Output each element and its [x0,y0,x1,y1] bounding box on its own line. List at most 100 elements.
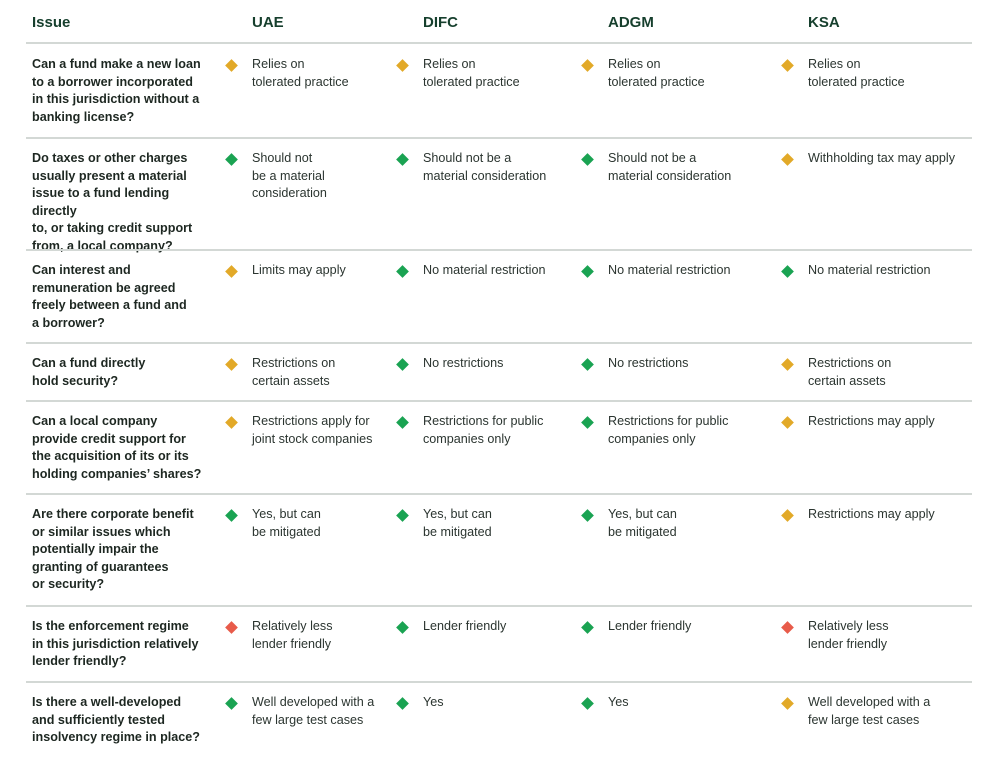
text-line: usually present a material [32,168,187,183]
cell-difc: Yes, but can be mitigated [423,506,583,541]
text-line: provide credit support for [32,431,186,446]
row-divider [26,342,972,344]
cell-uae: Restrictions apply for joint stock compan… [252,413,412,448]
text-line: No material restriction [808,263,931,277]
header-adgm: ADGM [608,14,654,31]
text-line: Should not be a [608,151,697,165]
text-line: material consideration [608,168,732,183]
cell-difc: Lender friendly [423,618,583,636]
cell-uae: Limits may apply [252,262,412,280]
cell-uae: Yes, but can be mitigated [252,506,412,541]
cell-uae: Relies on tolerated practice [252,56,412,91]
text-line: No material restriction [608,263,731,277]
row-question: Is the enforcement regime in this jurisdi… [32,618,212,671]
text-line: or similar issues which [32,524,171,539]
cell-difc: No restrictions [423,355,583,373]
cell-difc: Relies on tolerated practice [423,56,583,91]
text-line: insolvency regime in place? [32,730,200,744]
status-red-diamond-icon [781,621,794,634]
status-amber-diamond-icon [781,358,794,371]
cell-uae: Well developed with a few large test case… [252,694,412,729]
header-ksa: KSA [808,14,840,31]
header-divider [26,42,972,44]
text-line: Are there corporate benefit [32,507,194,521]
text-line: Do taxes or other charges [32,151,188,165]
text-line: be mitigated [252,524,321,539]
text-line: Relatively less [252,619,333,633]
cell-adgm: Lender friendly [608,618,768,636]
text-line: from, a local company? [32,238,173,253]
status-amber-diamond-icon [225,59,238,72]
text-line: No restrictions [423,356,504,370]
text-line: hold security? [32,373,119,388]
status-amber-diamond-icon [781,416,794,429]
text-line: material consideration [423,168,547,183]
text-line: and sufficiently tested [32,712,165,727]
cell-adgm: Relies on tolerated practice [608,56,768,91]
text-line: lender friendly? [32,654,127,668]
text-line: Restrictions on [252,356,336,370]
text-line: remuneration be agreed [32,280,176,295]
text-line: Is there a well-developed [32,695,182,709]
status-green-diamond-icon [581,697,594,710]
cell-uae: Relatively less lender friendly [252,618,412,653]
text-line: Yes, but can [423,507,492,521]
text-line: the acquisition of its or its [32,449,189,463]
cell-adgm: Should not be a material consideration [608,150,768,185]
text-line: Well developed with a [808,695,931,709]
text-line: banking license? [32,109,135,124]
status-green-diamond-icon [581,358,594,371]
text-line: be mitigated [423,524,492,539]
text-line: be mitigated [608,524,677,539]
text-line: Can a local company [32,414,158,428]
header-uae: UAE [252,14,284,31]
status-green-diamond-icon [581,509,594,522]
text-line: Relies on [252,57,305,71]
row-question: Can a fund make a new loan to a borrower … [32,56,212,126]
text-line: Restrictions on [808,356,892,370]
text-line: Lender friendly [608,619,692,633]
row-divider [26,400,972,402]
cell-difc: Should not be a material consideration [423,150,583,185]
text-line: Well developed with a [252,695,375,709]
text-line: Relies on [808,57,861,71]
status-red-diamond-icon [225,621,238,634]
text-line: certain assets [252,373,330,388]
text-line: Restrictions for public [423,414,544,428]
status-amber-diamond-icon [581,59,594,72]
text-line: Restrictions may apply [808,414,935,428]
text-line: companies only [608,431,696,446]
status-green-diamond-icon [581,621,594,634]
cell-adgm: Yes [608,694,768,712]
status-green-diamond-icon [225,697,238,710]
cell-uae: Should not be a material consideration [252,150,412,203]
text-line: tolerated practice [808,74,905,89]
row-question: Are there corporate benefit or similar is… [32,506,212,594]
status-amber-diamond-icon [781,59,794,72]
text-line: Restrictions for public [608,414,729,428]
row-divider [26,605,972,607]
row-divider [26,249,972,251]
cell-difc: Yes [423,694,583,712]
cell-adgm: No restrictions [608,355,768,373]
text-line: issue to a fund lending directly [32,186,170,218]
cell-ksa: Withholding tax may apply [808,150,972,168]
status-amber-diamond-icon [225,416,238,429]
text-line: Relies on [423,57,476,71]
cell-adgm: Restrictions for public companies only [608,413,768,448]
text-line: Can a fund directly [32,356,146,370]
row-question: Can interest and remuneration be agreed fr… [32,262,212,332]
text-line: Relies on [608,57,661,71]
text-line: lender friendly [808,636,888,651]
text-line: No restrictions [608,356,689,370]
text-line: or security? [32,577,105,591]
text-line: Withholding tax may apply [808,151,955,165]
text-line: Yes, but can [252,507,321,521]
text-line: few large test cases [808,712,920,727]
row-question: Is there a well-developed and sufficientl… [32,694,212,747]
text-line: companies only [423,431,511,446]
text-line: Is the enforcement regime [32,619,189,633]
cell-adgm: Yes, but can be mitigated [608,506,768,541]
row-question: Can a local company provide credit suppor… [32,413,212,483]
cell-uae: Restrictions on certain assets [252,355,412,390]
